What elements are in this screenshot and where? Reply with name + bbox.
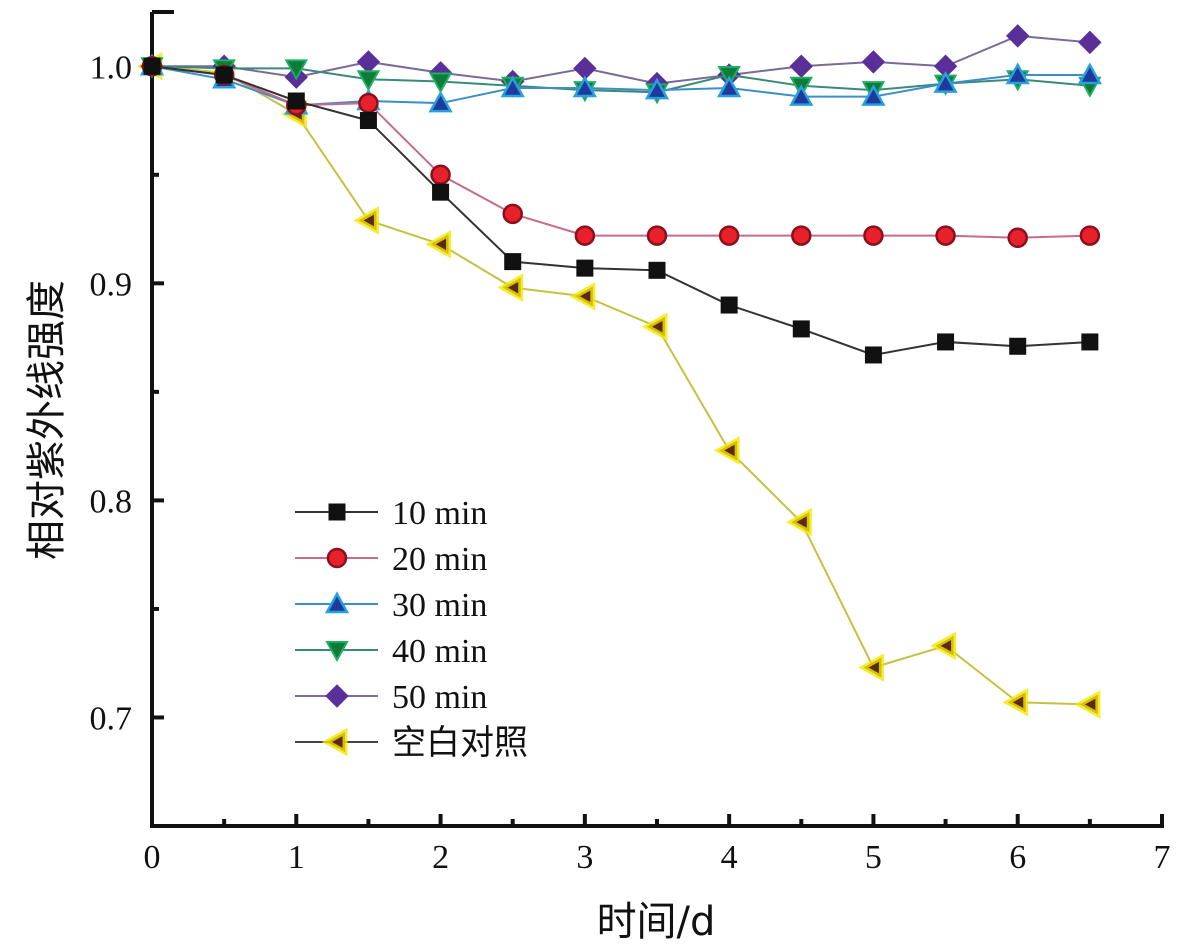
x-tick-label: 5 <box>865 839 882 876</box>
data-point <box>1002 688 1029 717</box>
data-point <box>1077 62 1102 85</box>
data-point <box>500 75 525 98</box>
data-point <box>353 206 379 235</box>
data-point <box>576 259 594 277</box>
legend: 10 min 20 min 30 min 40 min 50 min 空白对照 <box>295 495 528 762</box>
data-point <box>569 282 596 311</box>
data-point <box>1074 690 1101 719</box>
legend-marker <box>321 727 348 757</box>
axes: 0 1 2 3 4 5 6 7 0.7 0.8 0.9 1.0 <box>90 10 1171 876</box>
y-tick-label: 1.0 <box>90 49 133 86</box>
data-point <box>863 225 884 246</box>
data-point <box>356 70 381 92</box>
data-point <box>935 225 956 246</box>
x-axis-title: 时间/d <box>597 899 716 945</box>
legend-marker <box>326 547 348 569</box>
data-point <box>432 183 450 201</box>
legend-item: 10 min <box>295 495 487 532</box>
data-point <box>1007 227 1028 248</box>
data-point <box>428 72 453 94</box>
x-tick-label: 6 <box>1009 839 1026 876</box>
y-tick-label: 0.7 <box>90 700 133 737</box>
data-point <box>641 312 668 341</box>
legend-marker <box>328 503 346 521</box>
data-point <box>646 225 668 246</box>
series-20-min <box>141 56 1101 248</box>
data-point <box>791 225 812 246</box>
legend-label: 10 min <box>392 495 487 532</box>
data-point <box>574 225 596 246</box>
series-line <box>152 34 1090 85</box>
x-tick-label: 0 <box>144 839 161 876</box>
data-point <box>572 75 597 98</box>
legend-label: 空白对照 <box>392 724 528 762</box>
legend-marker <box>325 641 349 663</box>
x-tick-label: 2 <box>432 839 449 876</box>
data-point <box>1079 225 1101 246</box>
legend-item: 空白对照 <box>295 724 528 762</box>
data-point <box>1006 24 1030 48</box>
legend-label: 50 min <box>392 679 487 716</box>
data-point <box>504 253 522 271</box>
data-point <box>720 296 738 314</box>
y-tick-label: 0.8 <box>90 483 133 520</box>
series-layer <box>136 24 1102 719</box>
x-tick-label: 1 <box>288 839 305 876</box>
data-point <box>284 59 308 81</box>
data-point <box>858 653 884 682</box>
legend-label: 40 min <box>392 633 487 670</box>
series-line <box>151 65 1090 706</box>
data-point <box>502 203 523 225</box>
series-line <box>151 65 1090 94</box>
x-tick-label: 4 <box>721 839 738 876</box>
legend-item: 40 min <box>295 633 487 670</box>
data-point <box>718 225 740 246</box>
data-point <box>428 90 453 113</box>
data-point <box>143 57 161 75</box>
data-point <box>789 84 814 106</box>
data-point <box>356 50 381 74</box>
data-point <box>864 346 882 364</box>
legend-marker <box>324 591 350 614</box>
x-tick-label: 7 <box>1154 839 1171 876</box>
data-point <box>648 261 666 279</box>
series-30-min <box>139 53 1102 115</box>
data-point <box>359 112 377 130</box>
data-point <box>713 436 740 465</box>
data-point <box>358 92 379 114</box>
data-point <box>930 631 957 661</box>
data-point <box>717 75 742 98</box>
data-point <box>861 84 886 106</box>
legend-label: 30 min <box>392 587 487 624</box>
legend-item: 50 min <box>295 679 487 716</box>
legend-item: 20 min <box>295 541 487 578</box>
legend-marker <box>325 684 349 708</box>
y-axis-title: 相对紫外线强度 <box>24 280 70 560</box>
data-point <box>215 66 233 84</box>
data-point <box>789 54 813 78</box>
series-40-min <box>140 57 1102 105</box>
data-point <box>933 71 958 93</box>
data-point <box>644 77 670 100</box>
data-point <box>1078 30 1102 55</box>
y-tick-label: 0.9 <box>90 266 133 303</box>
series-10-min <box>143 57 1099 364</box>
data-point <box>786 507 812 537</box>
x-tick-label: 3 <box>576 839 593 876</box>
legend-label: 20 min <box>392 541 487 578</box>
series-line <box>151 65 1090 356</box>
data-point <box>861 50 886 74</box>
data-point <box>497 273 524 302</box>
legend-item: 30 min <box>295 587 487 624</box>
data-point <box>1081 333 1099 351</box>
data-point <box>1005 62 1030 85</box>
data-point <box>792 320 810 338</box>
data-point <box>1009 337 1027 355</box>
data-point <box>287 92 305 110</box>
data-point <box>430 164 451 186</box>
data-point <box>425 230 452 259</box>
data-point <box>937 333 955 351</box>
series-空白对照 <box>136 52 1101 719</box>
